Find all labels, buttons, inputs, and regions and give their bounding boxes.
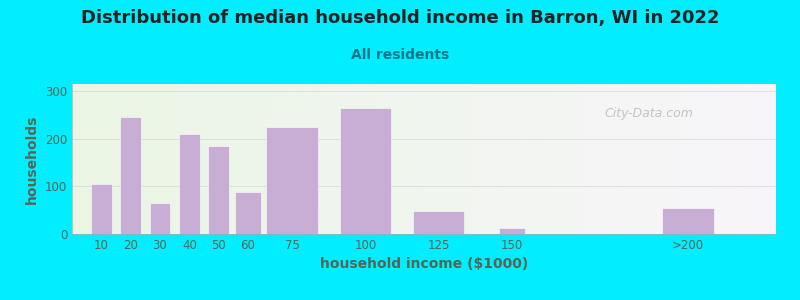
Bar bbox=[235, 192, 261, 234]
Bar bbox=[339, 108, 391, 234]
Bar bbox=[91, 184, 112, 234]
Bar bbox=[662, 208, 714, 234]
Text: City-Data.com: City-Data.com bbox=[605, 107, 694, 121]
Text: Distribution of median household income in Barron, WI in 2022: Distribution of median household income … bbox=[81, 9, 719, 27]
Bar bbox=[208, 146, 229, 234]
Bar bbox=[266, 127, 318, 234]
Bar bbox=[179, 134, 200, 234]
X-axis label: household income ($1000): household income ($1000) bbox=[320, 257, 528, 272]
Bar bbox=[120, 117, 141, 234]
Bar bbox=[413, 211, 465, 234]
Y-axis label: households: households bbox=[26, 114, 39, 204]
Bar bbox=[499, 228, 525, 234]
Text: All residents: All residents bbox=[351, 48, 449, 62]
Bar bbox=[150, 203, 170, 234]
